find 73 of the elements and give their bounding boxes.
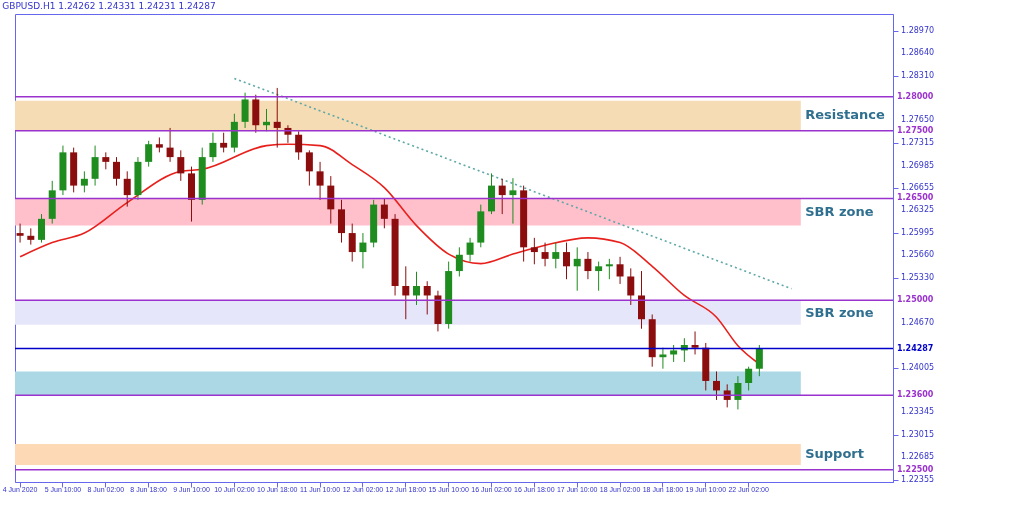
y-tick-label: 1.28310 bbox=[901, 70, 935, 80]
candlestick bbox=[605, 258, 613, 280]
candlestick bbox=[509, 177, 517, 225]
candlestick bbox=[712, 370, 720, 401]
ref-line-label: 1.25000 bbox=[897, 295, 934, 305]
ref-line-label: 1.22500 bbox=[897, 464, 934, 474]
y-tick-label: 1.27315 bbox=[901, 138, 935, 148]
chart-title: GBPUSD.H1 1.24262 1.24331 1.24231 1.24287 bbox=[2, 1, 216, 11]
ref-line-label: 1.26500 bbox=[897, 193, 934, 203]
y-tick-label: 1.22355 bbox=[901, 474, 935, 484]
candlestick bbox=[413, 271, 420, 306]
ref-line-label: 1.27500 bbox=[897, 125, 934, 135]
candlestick bbox=[348, 223, 356, 263]
candlestick bbox=[659, 347, 667, 370]
candlestick bbox=[16, 223, 24, 244]
y-tick-label: 1.23015 bbox=[901, 429, 935, 439]
ref-line-label: 1.23600 bbox=[897, 390, 934, 400]
candlestick bbox=[177, 149, 185, 182]
candlestick bbox=[755, 344, 763, 377]
y-tick-label: 1.25660 bbox=[901, 250, 935, 260]
candlestick bbox=[338, 199, 345, 244]
candlestick bbox=[498, 178, 506, 215]
candlestick bbox=[380, 197, 388, 229]
candlestick bbox=[466, 237, 474, 263]
y-tick-label: 1.25995 bbox=[901, 227, 935, 237]
band-label: SBR zone bbox=[805, 304, 874, 320]
candlestick bbox=[584, 251, 592, 280]
candlestick bbox=[166, 127, 174, 163]
y-tick-label: 1.26655 bbox=[901, 182, 935, 192]
candlestick bbox=[616, 256, 624, 285]
y-tick-label: 1.23345 bbox=[901, 407, 935, 417]
candlestick bbox=[691, 330, 699, 355]
candlestick bbox=[305, 149, 313, 187]
y-tick-label: 1.25330 bbox=[901, 272, 935, 282]
candlestick bbox=[627, 267, 635, 306]
candlestick bbox=[359, 232, 367, 269]
ref-line-label: 1.24287 bbox=[897, 343, 934, 353]
y-tick-label: 1.26325 bbox=[901, 205, 935, 215]
candlestick bbox=[423, 280, 431, 315]
candlestick bbox=[91, 145, 99, 187]
candlestick bbox=[38, 213, 46, 244]
candlestick bbox=[563, 242, 570, 280]
candlestick bbox=[113, 156, 121, 187]
band-label: SBR zone bbox=[805, 204, 874, 220]
candlestick bbox=[530, 237, 538, 265]
candlestick bbox=[273, 87, 281, 149]
y-tick-label: 1.27650 bbox=[901, 115, 935, 125]
candlestick bbox=[573, 246, 581, 292]
y-tick-label: 1.28640 bbox=[901, 48, 935, 58]
candlestick bbox=[209, 132, 217, 163]
candlestick bbox=[402, 265, 410, 320]
candlestick bbox=[552, 242, 560, 269]
candlestick bbox=[145, 140, 153, 168]
candlestick bbox=[327, 175, 335, 225]
candlestick bbox=[455, 246, 463, 277]
y-tick-label: 1.24005 bbox=[901, 362, 935, 372]
candlestick bbox=[745, 366, 753, 391]
candlestick bbox=[595, 261, 603, 292]
candlestick bbox=[123, 170, 131, 208]
y-tick-label: 1.24670 bbox=[901, 317, 935, 327]
band-label: Support bbox=[805, 446, 864, 462]
band-label: Resistance bbox=[805, 107, 885, 123]
y-tick-label: 1.22685 bbox=[901, 452, 935, 462]
candlestick bbox=[637, 270, 645, 330]
y-tick-label: 1.28970 bbox=[901, 25, 935, 35]
candlestick bbox=[220, 132, 228, 153]
candlestick bbox=[541, 242, 549, 267]
candlestick bbox=[295, 130, 303, 161]
ref-line-label: 1.28000 bbox=[897, 91, 934, 101]
y-tick-label: 1.26985 bbox=[901, 160, 935, 170]
candlestick bbox=[80, 170, 88, 193]
candlestick bbox=[241, 92, 249, 129]
candlestick bbox=[316, 161, 324, 201]
